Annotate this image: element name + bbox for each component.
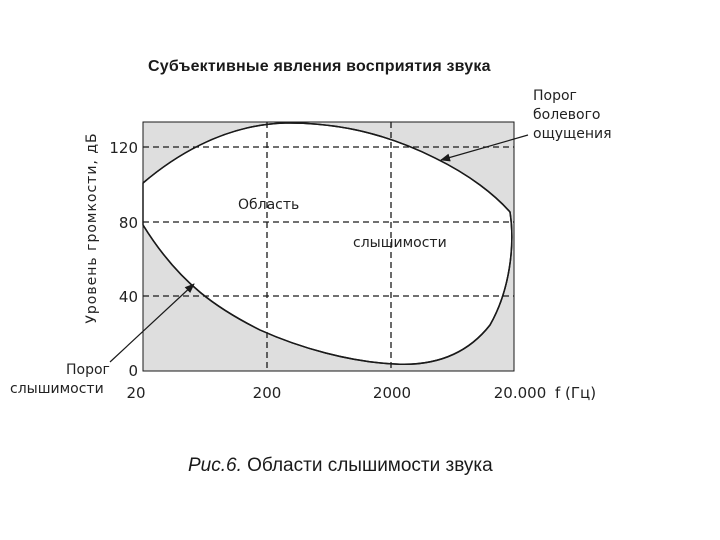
region-label-line1: Область — [238, 197, 299, 213]
caption-text: Области слышимости звука — [241, 455, 493, 476]
pain-threshold-arrow — [440, 134, 529, 162]
hearing-threshold-curve — [142, 211, 513, 366]
x-tick-label-200: 200 — [253, 384, 282, 402]
x-tick-label-20: 20 — [126, 384, 145, 402]
x-tick-label-20000: 20.000 — [494, 384, 547, 402]
pain-threshold-label-line3: ощущения — [533, 126, 612, 142]
caption-prefix: Рис.6. — [188, 455, 242, 476]
hearing-threshold-label-line1: Порог — [66, 362, 110, 378]
hearing-threshold-arrow — [109, 283, 195, 363]
y-tick-label-0: 0 — [128, 362, 138, 380]
y-tick-label-40: 40 — [119, 288, 138, 306]
y-axis-label: Уровень громкости, дБ — [84, 132, 100, 323]
x-axis-label: f (Гц) — [555, 384, 596, 402]
x-tick-label-2000: 2000 — [373, 384, 411, 402]
pain-threshold-label-line1: Порог — [533, 88, 577, 104]
y-tick-label-120: 120 — [109, 139, 138, 157]
figure-caption: Рис.6. Области слышимости звука — [188, 455, 493, 477]
pain-threshold-curve — [142, 122, 511, 213]
y-tick-label-80: 80 — [119, 214, 138, 232]
figure-title: Субъективные явления восприятия звука — [148, 58, 491, 75]
region-label-line2: слышимости — [353, 235, 447, 251]
pain-threshold-label-line2: болевого — [533, 107, 601, 123]
hearing-threshold-label-line2: слышимости — [10, 381, 104, 397]
